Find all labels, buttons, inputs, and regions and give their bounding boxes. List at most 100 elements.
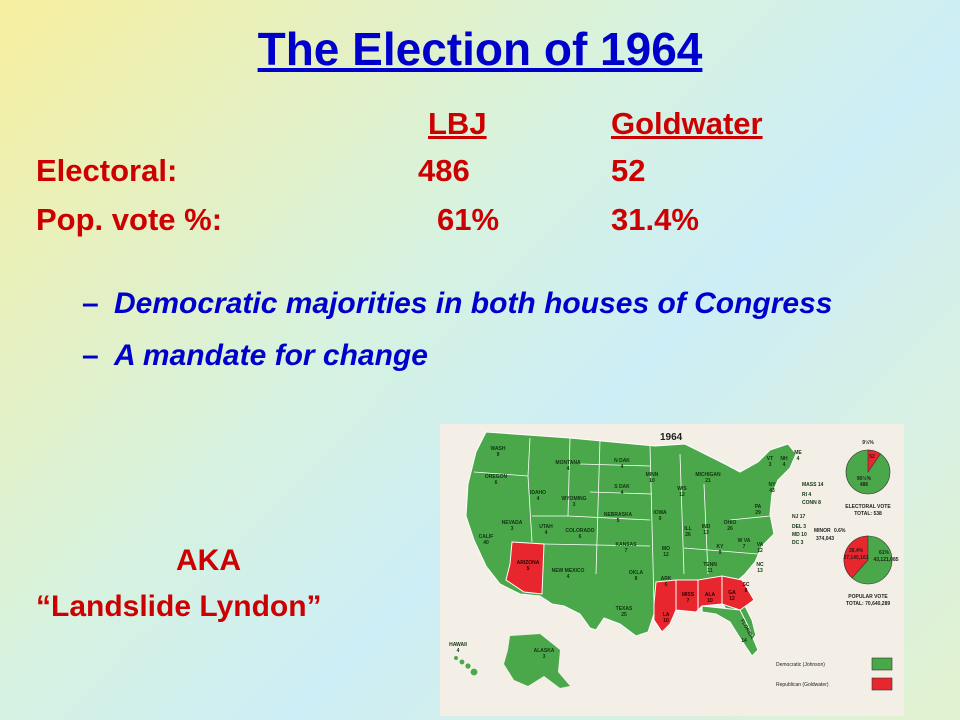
label-ndak-v: 4 [621, 464, 624, 470]
state-deep-south [653, 575, 755, 633]
label-wva: W VA [738, 538, 751, 544]
label-pa: PA [755, 504, 762, 510]
electoral-pie: 9½% 52 90½% 486 ELECTORAL VOTE TOTAL: 53… [845, 439, 891, 517]
label-idaho-v: 4 [537, 496, 540, 502]
label-nc-v: 13 [757, 568, 763, 574]
popular-total: TOTAL: 70,640,289 [846, 601, 890, 607]
label-ark-v: 6 [665, 582, 668, 588]
label-okla-v: 8 [635, 576, 638, 582]
legend-rep-swatch [871, 677, 893, 691]
label-vt-v: 3 [769, 462, 772, 468]
label-texas: TEXAS [616, 606, 633, 612]
label-arizona-v: 5 [527, 566, 530, 572]
legend-rep-label: Republican (Goldwater) [776, 682, 829, 688]
label-me-v: 4 [797, 456, 800, 462]
map-year: 1964 [660, 432, 683, 443]
label-minn: MINN [646, 472, 659, 478]
label-iowa-v: 9 [659, 516, 662, 522]
label-ndak: N DAK [614, 458, 630, 464]
label-miss: MISS [682, 592, 695, 598]
label-ind-v: 13 [703, 530, 709, 536]
label-fla-v: 14 [741, 638, 747, 644]
label-alaska: ALASKA [534, 648, 555, 654]
label-sdak-v: 4 [621, 490, 624, 496]
label-ky-v: 9 [719, 550, 722, 556]
label-newmexico: NEW MEXICO [552, 568, 585, 574]
label-va: VA [757, 542, 764, 548]
label-mich-v: 21 [705, 478, 711, 484]
label-la: LA [663, 612, 670, 618]
label-ill-v: 26 [685, 532, 691, 538]
label-oregon: OREGON [485, 474, 508, 480]
bullet-text: A mandate for change [114, 339, 428, 372]
bullet-dash: – [82, 339, 99, 372]
label-nc: NC [756, 562, 764, 568]
slide-title: The Election of 1964 [257, 23, 703, 75]
label-montana-v: 4 [567, 466, 570, 472]
label-iowa: IOWA [653, 510, 667, 516]
label-kansas: KANSAS [615, 542, 637, 548]
electoral-gw-val: 52 [869, 454, 875, 460]
label-kansas-v: 7 [625, 548, 628, 554]
popular-minor-val: 374,043 [816, 536, 834, 542]
label-pa-v: 29 [755, 510, 761, 516]
bullet-item: – Democratic majorities in both houses o… [82, 286, 842, 322]
label-nh: NH [780, 456, 788, 462]
label-colorado: COLORADO [565, 528, 594, 534]
popular-gw-val: 27,145,161 [843, 555, 868, 561]
popular-gw-pct: 38.4% [849, 548, 864, 554]
label-tenn: TENN [703, 562, 717, 568]
label-ark: ARK [661, 576, 672, 582]
bullet-item: – A mandate for change [82, 338, 842, 374]
label-mo-v: 12 [663, 552, 669, 558]
label-ill: ILL [684, 526, 692, 532]
label-la-v: 10 [663, 618, 669, 624]
label-md: MD 10 [792, 532, 807, 538]
label-nj: NJ 17 [792, 514, 806, 520]
label-ga: GA [728, 590, 736, 596]
state-labels: WASH 9 OREGON 6 IDAHO 4 MONTANA 4 WYOMIN… [449, 446, 824, 660]
label-miss-v: 7 [687, 598, 690, 604]
label-sc: SC [743, 582, 750, 588]
bullet-list: – Democratic majorities in both houses o… [82, 286, 842, 390]
label-mass: MASS 14 [802, 482, 824, 488]
label-ohio-v: 26 [727, 526, 733, 532]
popvote-goldwater: 31.4% [611, 202, 699, 237]
label-conn: CONN 8 [802, 500, 821, 506]
label-calif: CALIF [479, 534, 494, 540]
label-dc: DC 3 [792, 540, 804, 546]
label-ky: KY [717, 544, 725, 550]
label-colorado-v: 6 [579, 534, 582, 540]
electoral-label: ELECTORAL VOTE [845, 504, 891, 510]
label-wis: WIS [677, 486, 687, 492]
electoral-label: Electoral: [36, 153, 178, 188]
label-nh-v: 4 [783, 462, 786, 468]
electoral-pie-rep [867, 449, 881, 473]
label-va-v: 12 [757, 548, 763, 554]
label-okla: OKLA [629, 570, 644, 576]
aka-label: AKA [176, 544, 241, 577]
label-del: DEL 3 [792, 524, 806, 530]
header-lbj: LBJ [428, 106, 487, 141]
label-vt: VT [767, 456, 773, 462]
label-ohio: OHIO [724, 520, 737, 526]
label-wash-v: 9 [497, 452, 500, 458]
label-mich: MICHIGAN [695, 472, 721, 478]
popvote-lbj: 61% [437, 202, 500, 237]
election-map: 1964 WASH 9 OREGON 6 IDAHO 4 MONTANA 4 W… [440, 424, 904, 716]
label-wyoming-v: 3 [573, 502, 576, 508]
label-wis-v: 12 [679, 492, 685, 498]
label-hawaii: HAWAII [449, 642, 467, 648]
bullet-dash: – [82, 287, 99, 320]
bullet-text: Democratic majorities in both houses of … [114, 287, 833, 320]
label-wash: WASH [491, 446, 506, 452]
label-ind: IND [702, 524, 711, 530]
label-ala-v: 10 [707, 598, 713, 604]
label-oregon-v: 6 [495, 480, 498, 486]
label-montana: MONTANA [555, 460, 581, 466]
electoral-goldwater: 52 [611, 153, 646, 188]
popular-pie: MINOR 0.6% 374,043 38.4% 27,145,161 61% … [814, 528, 899, 607]
label-sdak: S DAK [614, 484, 630, 490]
electoral-lbj-val: 486 [860, 482, 869, 488]
popular-minor-label: MINOR [814, 528, 831, 534]
